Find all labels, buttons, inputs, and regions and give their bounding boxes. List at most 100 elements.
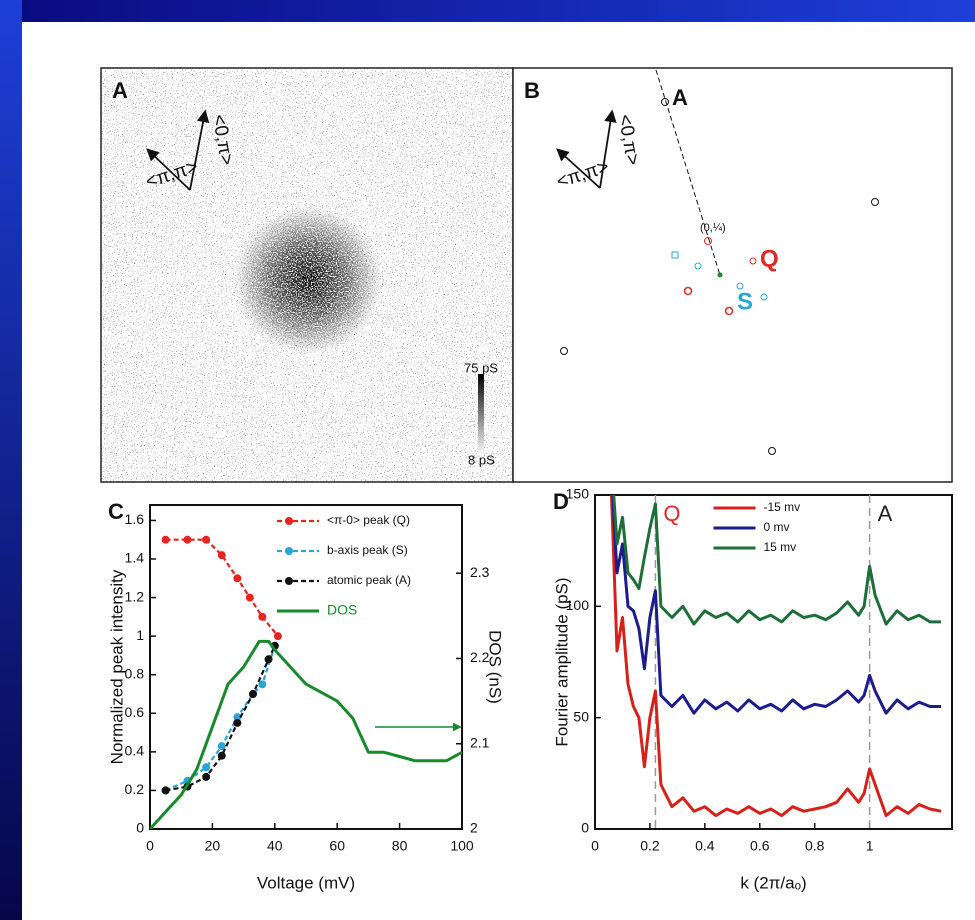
series-line: [611, 495, 941, 715]
x-tick-label: 60: [329, 838, 345, 854]
y-tick-label: 1: [136, 627, 144, 643]
x-tick-label: 0.2: [640, 838, 660, 854]
y-tick-label: 1.6: [125, 511, 145, 527]
peak-marker: [736, 282, 744, 290]
peak-marker: [671, 251, 679, 259]
data-point: [233, 713, 242, 722]
x-tick-label: 0: [591, 838, 599, 854]
legend-label: atomic peak (A): [327, 573, 411, 587]
legend-label: -15 mv: [764, 500, 801, 514]
y-axis-label: Fourier amplitude (pS): [552, 577, 571, 746]
center-marker: [717, 272, 723, 278]
data-point: [258, 680, 267, 689]
left-band: [0, 0, 22, 920]
series-line: [150, 639, 462, 829]
data-point: [273, 632, 282, 641]
legend-marker: [285, 577, 293, 585]
peak-label: S: [737, 288, 753, 315]
y-tick-label: 50: [573, 708, 589, 724]
peak-marker: [760, 293, 768, 301]
x-tick-label: 0: [146, 838, 154, 854]
x-tick-label: 0.4: [695, 838, 715, 854]
x-tick-label: 40: [267, 838, 283, 854]
data-point: [248, 690, 257, 698]
x-tick-label: 0.8: [805, 838, 825, 854]
y-tick-label: 1.2: [125, 588, 145, 604]
axis-arrow: [189, 109, 210, 191]
data-point: [264, 655, 273, 664]
peak-marker: [694, 262, 702, 270]
series-line: [165, 645, 276, 792]
y-axis-label: Normalized peak intensity: [107, 569, 126, 764]
y-tick-label: 100: [566, 597, 590, 613]
annotation: Q: [663, 501, 680, 526]
legend-marker: [285, 517, 293, 525]
data-point: [161, 786, 170, 795]
scale-label: 75 pS: [464, 360, 498, 375]
annotation: A: [878, 501, 893, 526]
legend-marker: [285, 547, 293, 555]
data-point: [233, 574, 242, 583]
panel-letter: B: [524, 78, 540, 103]
series-line: [612, 495, 941, 626]
dashed-path: [655, 69, 721, 276]
data-point: [233, 718, 242, 727]
y-tick-label: 1.4: [125, 550, 145, 566]
legend-label: 0 mv: [764, 520, 790, 534]
y2-axis-label: DOS (nS): [486, 630, 505, 704]
data-point: [202, 772, 211, 781]
peak-marker: [768, 447, 776, 455]
legend-label: <π-0> peak (Q): [327, 513, 410, 527]
y-tick-label: 150: [566, 486, 590, 502]
color-scale: [478, 374, 484, 456]
axis-arrow: [599, 109, 617, 189]
point-label: A: [672, 85, 688, 110]
y-tick-label: 0.2: [125, 781, 145, 797]
data-point: [183, 535, 192, 544]
data-point: [245, 593, 254, 602]
point-label: (0,¼): [700, 222, 726, 234]
y2-tick-label: 2.1: [470, 734, 490, 750]
data-point: [161, 535, 170, 544]
panel-a: A <0,π> <π,π> 75 pS 8 pS: [100, 67, 514, 483]
peak-marker: [704, 237, 712, 245]
axis-arrow: [556, 148, 601, 189]
scale-label: 8 pS: [468, 452, 495, 467]
data-point: [217, 551, 226, 560]
x-tick-label: 80: [392, 838, 408, 854]
top-band: [0, 0, 975, 22]
peak-label: Q: [760, 245, 779, 272]
y2-tick-label: 2.2: [470, 649, 490, 665]
x-tick-label: 20: [205, 838, 221, 854]
panel-letter: A: [112, 78, 128, 103]
x-tick-label: 1: [866, 838, 874, 854]
x-axis-label: Voltage (mV): [257, 873, 355, 892]
panel-frame: [512, 67, 953, 483]
y2-tick-label: 2: [470, 820, 478, 836]
y-tick-label: 0.4: [125, 743, 145, 759]
panel-b: B <0,π> <π,π> A (0,¼) Q S: [512, 67, 953, 483]
x-axis-label: k (2π/aₒ): [740, 873, 806, 892]
peak-marker: [560, 347, 568, 355]
x-tick-label: 100: [450, 838, 474, 854]
y-tick-label: 0.6: [125, 704, 145, 720]
y2-tick-label: 2.3: [470, 564, 490, 580]
panel-letter: D: [553, 489, 569, 514]
data-point: [258, 612, 267, 621]
plot-frame: [149, 504, 463, 830]
data-point: [202, 763, 211, 772]
chart-panel-c: C 0 20 40 60 80 100 0 0.2 0.4 0.6 0.8 1 1.2 1.4 1.6 2 2.1…: [107, 499, 504, 893]
central-peak: [233, 205, 383, 355]
y-tick-label: 0: [136, 820, 144, 836]
panel-letter: C: [108, 499, 124, 524]
peak-marker: [871, 198, 879, 206]
data-point: [217, 751, 226, 760]
peak-marker: [683, 286, 693, 296]
legend-label: DOS: [327, 602, 357, 618]
legend-label: 15 mv: [764, 540, 797, 554]
y-tick-label: 0: [581, 820, 589, 836]
peak-marker: [749, 257, 757, 265]
legend-label: b-axis peak (S): [327, 543, 408, 557]
peak-marker: [724, 306, 734, 316]
